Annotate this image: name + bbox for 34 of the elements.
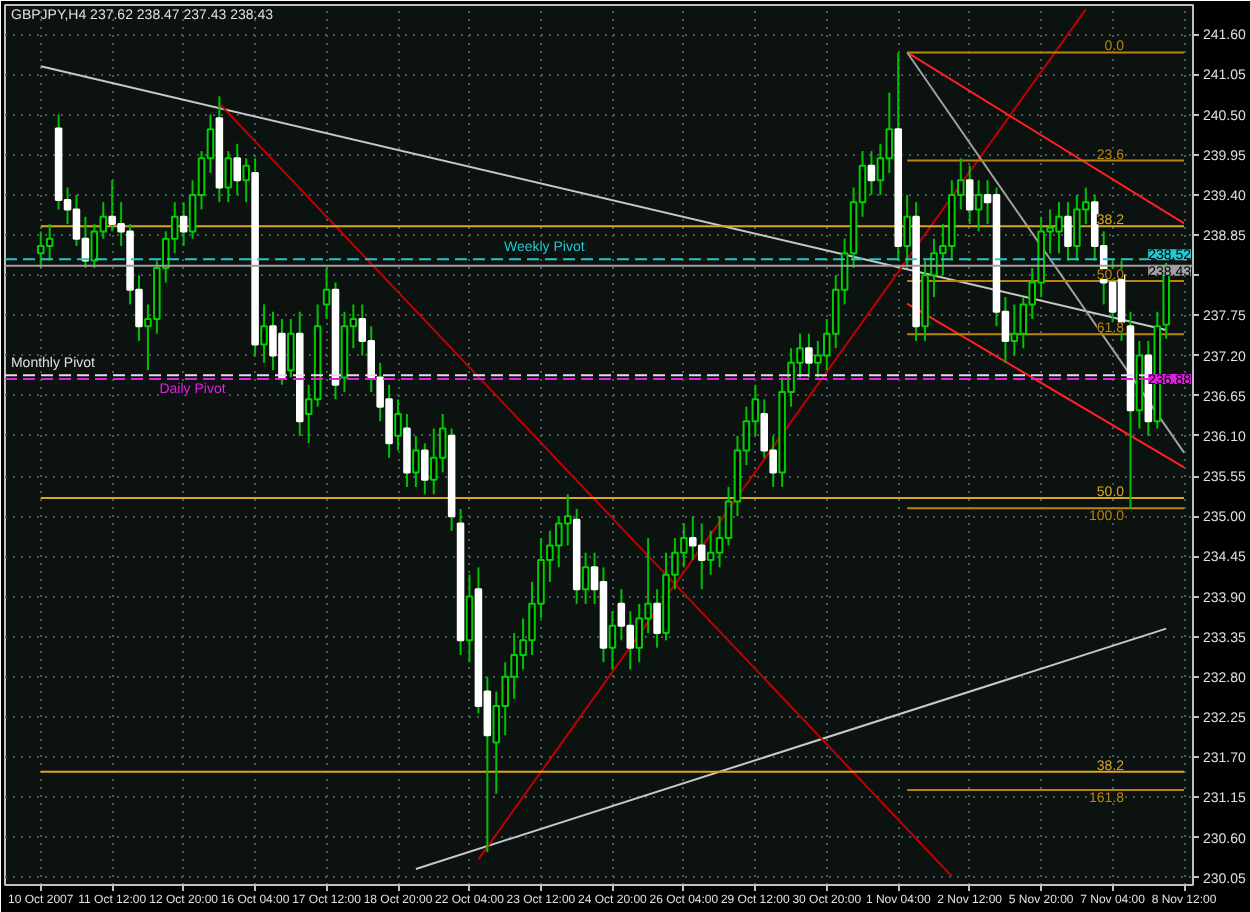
- candlestick: [903, 193, 911, 269]
- candlestick: [429, 427, 438, 496]
- candlestick: [224, 150, 233, 204]
- candlestick: [805, 332, 813, 379]
- candlestick: [653, 588, 661, 649]
- candlestick: [242, 157, 250, 204]
- candlestick: [394, 398, 402, 452]
- candlestick: [1064, 201, 1072, 262]
- candlestick: [287, 318, 295, 379]
- candlestick: [697, 522, 706, 591]
- candlestick: [260, 303, 268, 364]
- candlestick: [90, 223, 99, 269]
- candlestick: [421, 442, 429, 496]
- candlestick: [867, 150, 876, 196]
- candlestick: [974, 179, 983, 233]
- candlestick: [45, 223, 54, 262]
- candlestick: [626, 610, 635, 671]
- candlestick: [689, 515, 697, 562]
- candlestick: [885, 91, 894, 174]
- candlestick: [233, 142, 242, 196]
- candlestick: [412, 434, 420, 488]
- candlestick: [438, 412, 447, 474]
- candlestick: [965, 164, 974, 226]
- candlestick: [581, 551, 590, 605]
- candlestick: [608, 610, 617, 671]
- candlestick: [617, 588, 626, 642]
- candlestick: [322, 266, 331, 321]
- candlestick: [36, 230, 45, 269]
- candlestick: [465, 573, 474, 664]
- candlestick: [563, 493, 572, 547]
- candlestick: [706, 529, 715, 576]
- candlestick: [179, 201, 188, 247]
- candlestick: [403, 412, 411, 488]
- candlestick: [1010, 303, 1019, 357]
